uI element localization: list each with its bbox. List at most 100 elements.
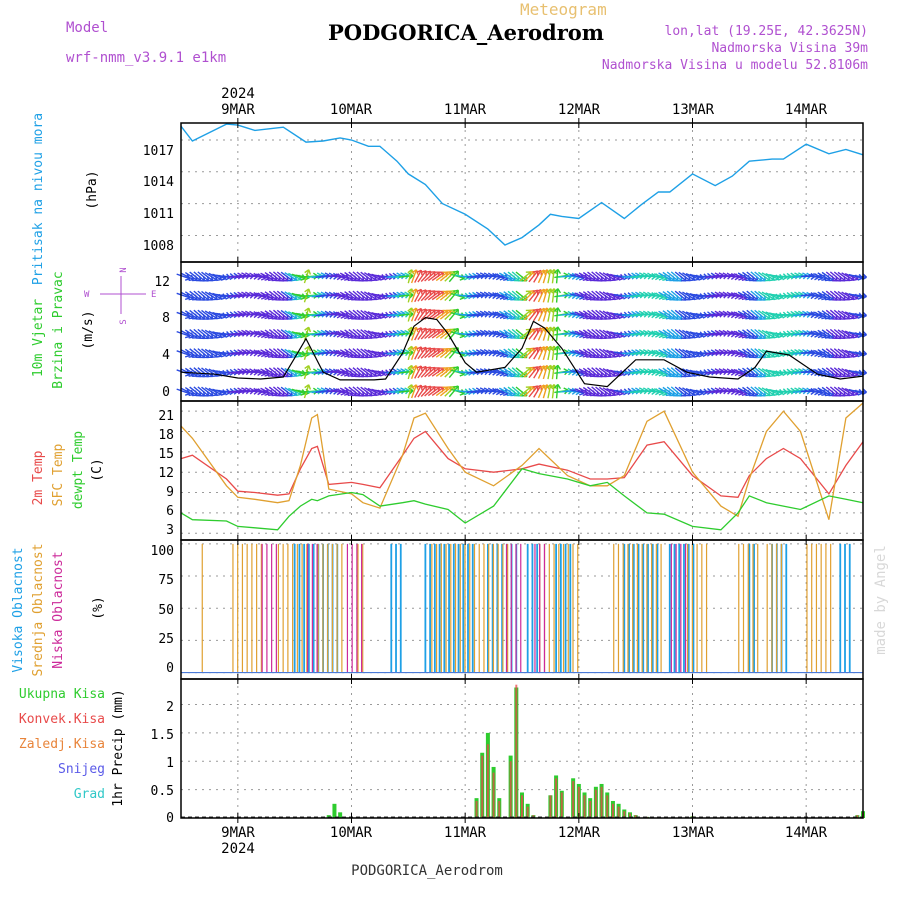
top-tick-label-13mar: 13MAR [672,102,715,118]
cloud-unit-label: (%) [91,596,106,619]
wind-unit-label: (m/s) [81,310,96,349]
precip-tick-1: 1 [166,756,174,771]
top-tick-label-11mar: 11MAR [444,102,487,118]
temp-tick-6: 6 [166,504,174,519]
precip-conv-bar [577,786,580,818]
precip-conv-bar [589,800,592,818]
cloud-series-2 [261,543,687,673]
precip-conv-bar [560,792,563,818]
temp-tick-21: 21 [158,409,174,424]
cloud-mid-label: Srednja Oblacnost [31,543,46,676]
precip-conv-bar [475,800,478,818]
precip-conv-bar [486,744,489,818]
cloud-tick-25: 25 [158,632,174,647]
cloud-low-label: Niska Oblacnost [51,551,66,668]
precip-conv-bar [611,803,614,818]
precip-conv-bar [515,684,518,818]
credit-watermark: made by Angel [873,545,889,655]
top-tick-label-10mar: 10MAR [330,102,373,118]
precip-total-bar [332,803,337,818]
wind-tick-4: 4 [162,348,170,363]
elevation-label: Nadmorska Visina 39m [711,41,868,56]
cloud-tick-75: 75 [158,573,174,588]
precip-conv-bar [617,806,620,818]
precip-frame [180,678,864,819]
model-elevation-label: Nadmorska Visina u modelu 52.8106m [601,58,868,73]
wind-tick-8: 8 [162,311,170,326]
precip-tick-0.5: 0.5 [151,784,174,799]
cloud-tick-50: 50 [158,603,174,618]
pressure-tick-1014: 1014 [143,175,174,190]
footer-title: PODGORICA_Aerodrom [351,863,503,879]
precip-conv-bar [634,815,637,818]
wind-tick-12: 12 [154,275,170,290]
precip-conv-bar [583,795,586,818]
precip-tick-2: 2 [166,700,174,715]
temp-tick-3: 3 [166,523,174,538]
bottom-tick-label-11mar: 11MAR [444,825,487,841]
precip-legend-hail: Grad [74,787,105,802]
top-year-label: 2024 [221,86,255,102]
page-title: PODGORICA_Aerodrom [328,20,605,45]
compass-e: E [151,290,156,300]
pressure-tick-1017: 1017 [143,144,174,159]
cloud-high-label: Visoka Oblacnost [11,547,26,672]
pressure-tick-1008: 1008 [143,239,174,254]
precip-conv-bar [549,795,552,818]
bottom-tick-label-14mar: 14MAR [785,825,828,841]
precip-conv-bar [509,761,512,818]
temp-gridlines [181,401,863,540]
wind-compass-legend: N W E S [84,267,156,324]
precip-legend-snow: Snijeg [58,762,105,777]
precip-tick-1.5: 1.5 [151,728,174,743]
precip-conv-bar [521,795,523,818]
pressure-axis-title: Pritisak na nivou mora [31,113,46,285]
temp-tick-9: 9 [166,485,174,500]
precip-conv-bar [555,778,558,818]
pressure-unit-label: (hPa) [85,170,100,209]
precip-conv-bar [856,815,859,818]
model-label: Model [66,20,109,36]
cloud-tick-100: 100 [151,544,174,559]
temp-sfc-label: SFC Temp [51,444,66,507]
precip-conv-bar [623,811,626,818]
pressure-frame [180,122,864,263]
precip-conv-bar [526,806,529,818]
temp-line-2 [180,468,864,531]
bottom-tick-label-13mar: 13MAR [672,825,715,841]
precip-conv-bar [594,789,597,818]
pressure-tick-1011: 1011 [143,207,174,222]
compass-n: N [119,267,129,272]
precip-conv-bar [572,781,575,818]
precip-legend-convective: Konvek.Kisa [19,712,105,727]
precip-legend-total: Ukupna Kisa [19,687,105,702]
precip-legend-freezing: Zaledj.Kisa [19,737,105,752]
precip-tick-0: 0 [166,811,174,826]
precip-conv-bar [600,786,603,818]
temp-line-1 [180,402,864,520]
compass-w: W [84,290,90,300]
precip-total-bar [338,812,343,818]
bottom-year-label: 2024 [221,841,255,857]
bottom-tick-label-12mar: 12MAR [558,825,601,841]
wind-axis-title: 10m Vjetar [31,299,46,377]
bottom-tick-label-10mar: 10MAR [330,825,373,841]
cloud-tick-0: 0 [166,661,174,676]
compass-s: S [119,319,129,324]
temp-dewpt-label: dewpt Temp [71,431,86,509]
pressure-gridlines [181,123,863,262]
model-name: wrf-nmm_v3.9.1 e1km [66,50,227,66]
top-tick-label-9mar: 9MAR [221,102,255,118]
precip-conv-bar [628,813,631,818]
wind-axis-subtitle: Brzina i Pravac [51,271,66,388]
precip-conv-bar [481,755,484,818]
wind-tick-0: 0 [162,385,170,400]
temp-tick-12: 12 [158,466,174,481]
top-tick-label-12mar: 12MAR [558,102,601,118]
temp-tick-18: 18 [158,428,174,443]
precip-conv-bar [498,800,501,818]
temp-frame [180,400,864,541]
precip-conv-bar [606,795,609,818]
